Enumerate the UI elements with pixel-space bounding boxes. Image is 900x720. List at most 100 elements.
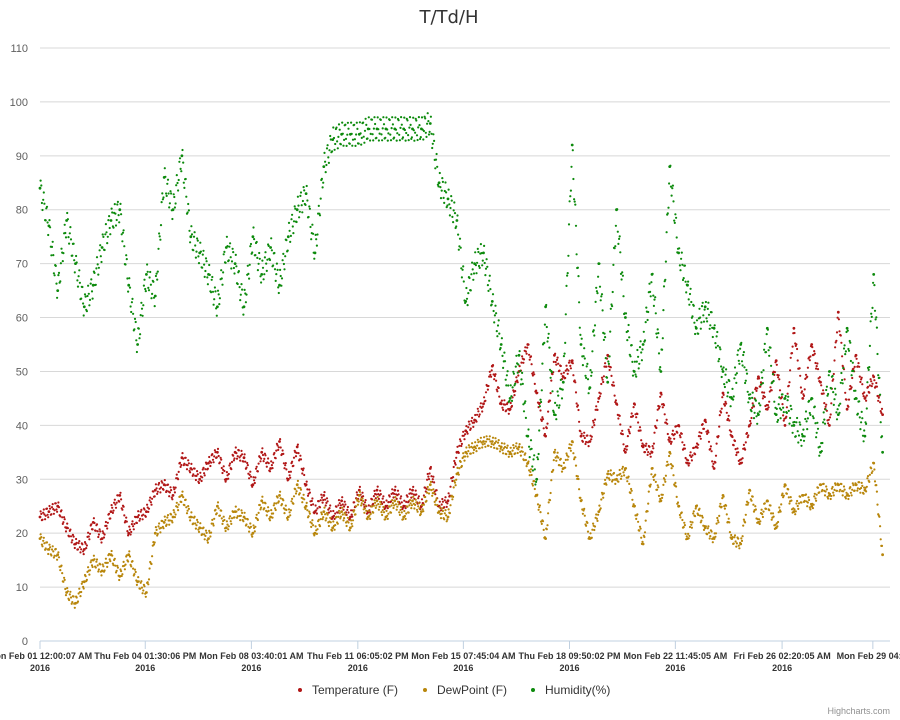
interp-point	[609, 469, 612, 472]
interp-point	[769, 386, 772, 389]
interp-point	[137, 576, 140, 579]
data-point	[517, 445, 521, 449]
data-point	[286, 515, 290, 519]
interp-point	[220, 269, 223, 272]
interp-point	[430, 132, 433, 135]
interp-point	[536, 493, 539, 496]
interp-point	[277, 500, 280, 503]
interp-point	[600, 295, 603, 298]
interp-point	[716, 516, 719, 520]
interp-point	[44, 518, 47, 521]
interp-point	[655, 426, 658, 430]
interp-point	[82, 314, 85, 317]
interp-point	[847, 347, 850, 351]
interp-point	[794, 510, 797, 513]
interp-point	[341, 506, 344, 509]
legend-item-temperature[interactable]: Temperature (F)	[298, 683, 398, 697]
interp-point	[389, 139, 393, 142]
interp-point	[537, 452, 540, 456]
interp-point	[427, 475, 430, 478]
interp-point	[821, 441, 824, 445]
interp-point	[841, 382, 844, 385]
interp-point	[489, 440, 492, 443]
y-tick-label: 10	[16, 582, 28, 594]
interp-point	[445, 505, 448, 508]
interp-point	[505, 384, 508, 387]
interp-point	[294, 492, 298, 495]
legend-item-dewpoint[interactable]: DewPoint (F)	[423, 683, 507, 697]
interp-point	[789, 416, 792, 420]
interp-point	[213, 298, 216, 301]
data-point	[535, 477, 539, 481]
interp-point	[133, 317, 137, 320]
interp-point	[61, 260, 64, 263]
data-point	[464, 300, 468, 303]
interp-point	[518, 443, 521, 446]
interp-point	[565, 452, 568, 455]
interp-point	[865, 490, 868, 493]
interp-point	[430, 475, 433, 478]
data-point	[659, 499, 663, 503]
interp-point	[636, 412, 639, 416]
interp-point	[498, 332, 501, 335]
interp-point	[403, 504, 406, 508]
interp-point	[778, 389, 782, 392]
data-point	[446, 499, 450, 503]
interp-point	[767, 349, 770, 352]
interp-point	[637, 355, 640, 358]
interp-point	[190, 468, 194, 471]
interp-point	[536, 391, 539, 394]
interp-point	[381, 497, 384, 500]
interp-point	[820, 384, 823, 387]
interp-point	[151, 292, 154, 295]
data-point	[712, 326, 716, 330]
legend[interactable]: Temperature (F) DewPoint (F) Humidity(%)	[298, 683, 610, 697]
interp-point	[273, 251, 276, 255]
interp-point	[42, 539, 45, 542]
interp-point	[424, 131, 427, 134]
interp-point	[607, 360, 610, 363]
interp-point	[477, 264, 481, 268]
data-point	[624, 450, 627, 454]
interp-point	[662, 309, 665, 312]
interp-point	[47, 552, 50, 556]
interp-point	[536, 456, 539, 459]
legend-item-humidity[interactable]: Humidity(%)	[531, 683, 610, 697]
interp-point	[657, 494, 661, 497]
interp-point	[156, 532, 159, 536]
interp-point	[170, 513, 173, 516]
interp-point	[495, 312, 498, 315]
interp-point	[97, 533, 100, 536]
interp-point	[78, 540, 81, 543]
interp-point	[660, 393, 663, 396]
data-point	[100, 246, 104, 249]
interp-point	[310, 525, 313, 529]
interp-point	[811, 397, 814, 400]
interp-point	[219, 456, 222, 459]
interp-point	[288, 474, 291, 477]
data-point	[437, 181, 441, 185]
interp-point	[722, 393, 725, 396]
interp-point	[495, 330, 498, 333]
interp-point	[149, 270, 152, 274]
credits-link[interactable]: Highcharts.com	[827, 706, 890, 716]
interp-point	[351, 515, 354, 518]
interp-point	[310, 238, 313, 241]
interp-point	[339, 143, 342, 146]
interp-point	[822, 389, 825, 392]
interp-point	[479, 402, 482, 405]
interp-point	[308, 512, 311, 515]
interp-point	[740, 341, 743, 344]
interp-point	[564, 369, 567, 372]
interp-point	[839, 334, 842, 337]
interp-point	[273, 451, 276, 455]
interp-point	[354, 144, 357, 147]
interp-point	[292, 232, 295, 235]
interp-point	[72, 242, 75, 245]
interp-point	[822, 392, 825, 395]
interp-point	[258, 503, 261, 507]
interp-point	[332, 136, 336, 140]
interp-point	[406, 505, 409, 508]
interp-point	[835, 411, 838, 414]
interp-point	[586, 378, 590, 381]
